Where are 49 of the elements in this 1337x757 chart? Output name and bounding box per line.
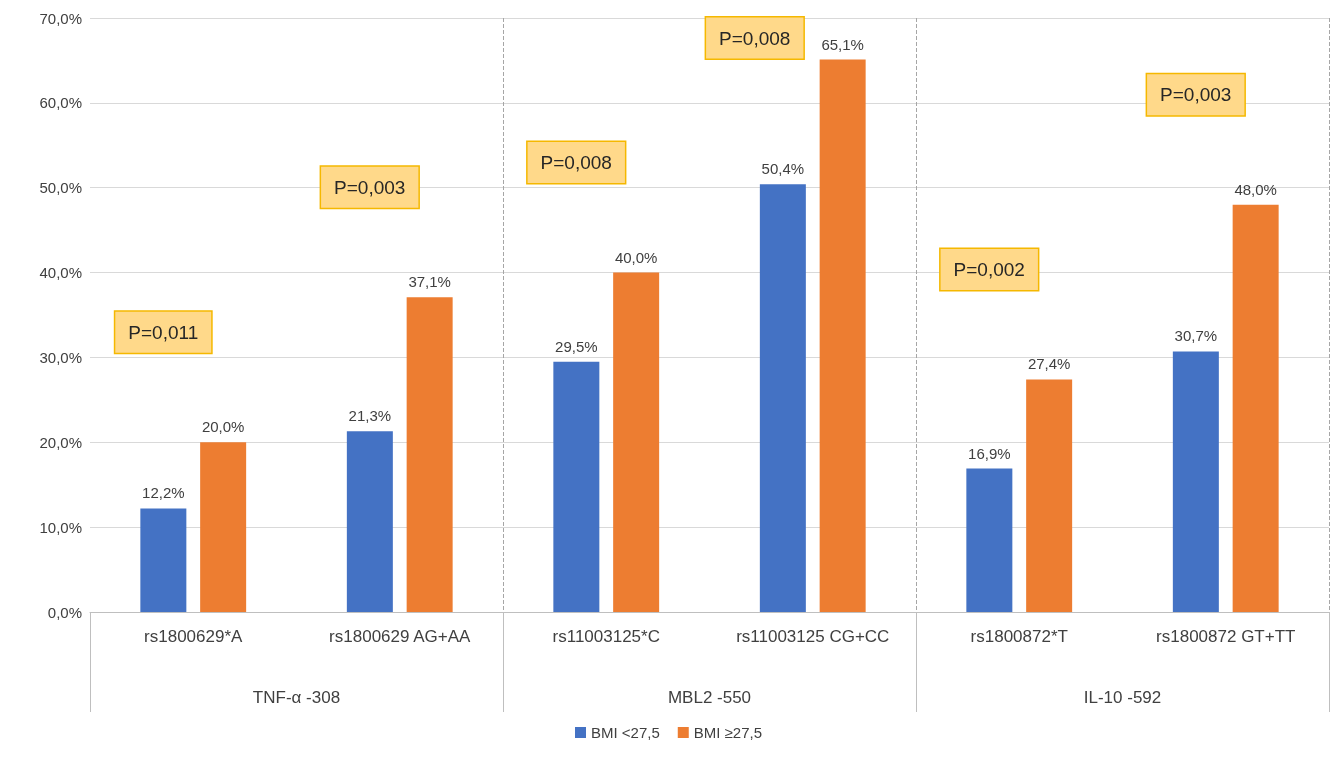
legend-label: BMI ≥27,5 (693, 724, 763, 741)
data-label: 12,2% (142, 484, 185, 502)
bar (553, 361, 600, 612)
y-tick-label: 40,0% (39, 264, 82, 282)
annotation: P=0,002 (953, 258, 1025, 280)
data-label: 65,1% (821, 35, 864, 53)
data-label: 16,9% (968, 444, 1011, 462)
data-label: 20,0% (201, 418, 245, 436)
y-tick-label: 70,0% (39, 9, 82, 27)
bar (819, 59, 866, 612)
x-tick-label: rs1800872*T (970, 627, 1068, 646)
annotation: P=0,003 (334, 176, 406, 198)
data-label: 50,4% (761, 160, 805, 178)
bar (346, 431, 393, 612)
bar (966, 468, 1013, 612)
bar (1172, 351, 1219, 612)
x-tick-label: rs1800872 GT+TT (1156, 627, 1296, 646)
text: TNF-α -308 (252, 687, 341, 707)
x-tick-label: rs11003125*C (552, 627, 660, 646)
legend-label: BMI <27,5 (590, 724, 660, 741)
bar (613, 272, 660, 612)
data-label: 27,4% (1027, 355, 1071, 373)
data-label: 21,3% (348, 407, 392, 425)
text: MBL2 -550 (667, 687, 752, 707)
x-tick-label: rs1800629*A (144, 627, 244, 646)
x-tick-label: rs11003125 CG+CC (736, 627, 890, 646)
data-label: 37,1% (408, 273, 451, 291)
data-label: 29,5% (555, 337, 598, 355)
annotation: P=0,003 (1160, 84, 1232, 106)
bar (759, 184, 806, 612)
y-tick-label: 20,0% (39, 433, 82, 451)
text: IL-10 -592 (1083, 687, 1162, 707)
bar (140, 508, 187, 612)
data-label: 30,7% (1174, 327, 1218, 345)
y-tick-label: 60,0% (39, 94, 82, 112)
annotation: P=0,008 (719, 27, 791, 49)
annotation: P=0,011 (128, 321, 199, 343)
y-tick-label: 0,0% (47, 603, 82, 621)
bar (1232, 204, 1279, 612)
x-tick-label: rs1800629 AG+AA (329, 627, 472, 646)
annotation: P=0,008 (540, 152, 612, 174)
y-tick-label: 10,0% (39, 518, 82, 536)
data-label: 40,0% (614, 248, 658, 266)
y-tick-label: 30,0% (39, 348, 82, 366)
y-tick-label: 50,0% (39, 179, 82, 197)
bar (200, 442, 247, 612)
bar (1026, 379, 1073, 612)
bar (406, 297, 453, 612)
data-label: 48,0% (1234, 180, 1277, 198)
